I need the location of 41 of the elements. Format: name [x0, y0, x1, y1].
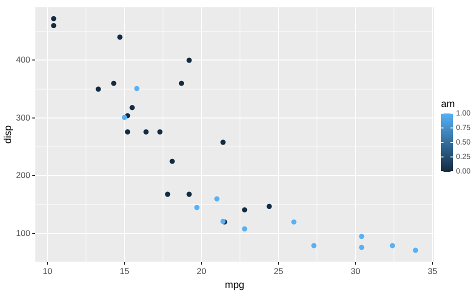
point [165, 192, 170, 197]
point [134, 86, 140, 92]
point [130, 104, 135, 110]
point [111, 80, 116, 86]
x-tick-label: 20 [196, 266, 206, 276]
x-tick-label: 35 [428, 266, 438, 276]
y-tick-label: 400 [16, 54, 30, 65]
point [143, 129, 149, 134]
x-tick-label: 25 [274, 266, 284, 276]
point [117, 34, 122, 40]
point [194, 204, 200, 210]
point [186, 192, 192, 197]
y-tick-label: 100 [16, 228, 30, 238]
point [186, 58, 192, 63]
x-tick-label: 30 [350, 266, 360, 276]
point [242, 226, 248, 232]
x-tick-label: 15 [120, 266, 130, 276]
y-axis-title: disp [2, 124, 14, 144]
point [122, 114, 128, 120]
y-tick-label: 300 [16, 112, 30, 122]
point [51, 22, 56, 28]
point [96, 86, 101, 92]
point [412, 248, 418, 253]
point [220, 140, 226, 145]
point [170, 158, 175, 164]
point [291, 219, 296, 225]
legend-title: am [441, 99, 455, 110]
point [124, 129, 130, 134]
y-tick-label: 200 [16, 170, 30, 180]
x-tick-label: 10 [42, 266, 52, 276]
point [51, 16, 56, 22]
point [390, 243, 396, 248]
point [214, 196, 220, 202]
point [242, 207, 248, 212]
point [359, 234, 364, 239]
point [178, 80, 184, 86]
point [266, 204, 272, 209]
x-axis-title: mpg [224, 280, 244, 291]
point [311, 243, 316, 248]
point [157, 129, 163, 134]
point [359, 244, 364, 250]
